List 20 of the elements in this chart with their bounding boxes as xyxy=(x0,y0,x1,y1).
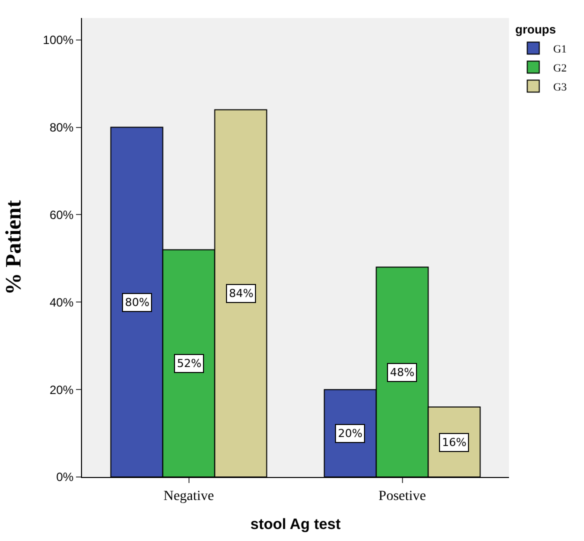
y-tick-label: 40% xyxy=(50,295,74,310)
data-label: 16% xyxy=(442,436,466,449)
legend-label: G3 xyxy=(553,81,568,94)
y-tick-label: 100% xyxy=(42,33,74,48)
x-tick-label: Negative xyxy=(163,488,214,504)
x-tick-label: Posetive xyxy=(378,488,426,504)
y-axis-title: % Patient xyxy=(0,199,26,295)
y-tick-label: 20% xyxy=(50,382,74,397)
y-tick-label: 80% xyxy=(50,120,74,134)
data-label: 84% xyxy=(229,287,254,300)
y-tick-label: 0% xyxy=(56,470,74,484)
y-tick-label: 60% xyxy=(50,208,74,222)
legend-label: G1 xyxy=(553,43,567,56)
data-label: 20% xyxy=(338,427,362,440)
data-label: 48% xyxy=(390,366,414,379)
legend-label: G2 xyxy=(553,62,567,74)
x-axis-title: stool Ag test xyxy=(250,516,341,533)
legend-title: groups xyxy=(515,22,556,37)
data-label: 52% xyxy=(177,357,202,370)
data-label: 80% xyxy=(125,296,150,309)
